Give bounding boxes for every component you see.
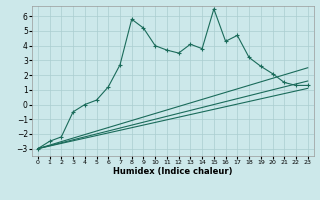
X-axis label: Humidex (Indice chaleur): Humidex (Indice chaleur) (113, 167, 233, 176)
